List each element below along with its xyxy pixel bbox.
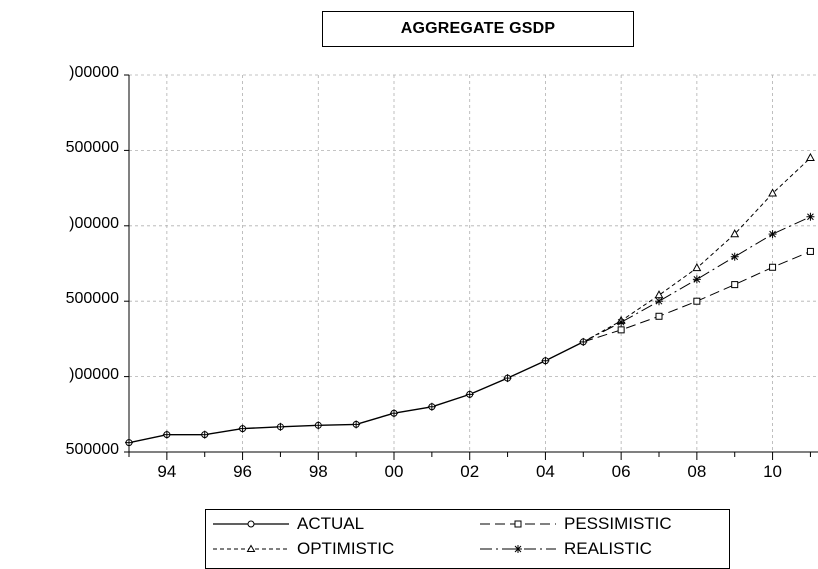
legend-swatch-actual [213,520,289,528]
y-tick-label: 500000 [65,290,119,308]
legend-swatch-pessimistic [480,520,556,528]
data-point-pessimistic [769,263,777,271]
chart-title: AGGREGATE GSDP [322,11,634,47]
data-point-realistic-stroke [693,275,701,283]
x-tick-label: 00 [384,462,404,481]
data-point-pessimistic [806,247,814,255]
x-tick-label: 08 [687,462,707,481]
x-tick-label: 10 [763,462,783,481]
legend-item-realistic: REALISTIC [478,538,652,560]
data-point-realistic-stroke [655,297,663,305]
x-tick-label: 02 [460,462,480,481]
legend-item-optimistic: OPTIMISTIC [211,538,394,560]
legend-item-actual: ACTUAL [211,513,364,535]
x-tick-label: 04 [535,462,555,481]
data-point-pessimistic [655,312,663,320]
data-point-realistic-stroke [617,318,625,326]
data-point-realistic [655,297,663,306]
legend-label-realistic: REALISTIC [564,539,652,558]
legend-label-pessimistic: PESSIMISTIC [564,514,672,533]
data-point-realistic [768,230,777,239]
data-point-optimistic [654,290,664,299]
data-point-optimistic [692,262,702,272]
x-tick-label: 94 [157,462,177,481]
y-tick-label: )00000 [69,214,119,232]
data-point-optimistic [730,229,740,238]
legend: ACTUAL PESSIMISTIC OPTIMISTIC REALISTIC [205,509,730,569]
data-point-pessimistic [731,281,739,289]
data-point-pessimistic [617,326,625,334]
legend-label-optimistic: OPTIMISTIC [297,539,395,558]
legend-item-pessimistic: PESSIMISTIC [478,513,672,535]
legend-label-actual: ACTUAL [297,514,365,533]
data-point-realistic-stroke [731,253,739,261]
data-point-realistic [692,275,701,284]
x-tick-label: 06 [611,462,631,481]
data-point-optimistic [768,188,778,197]
data-point-realistic [730,252,739,261]
data-point-realistic-stroke [807,213,814,221]
data-point-realistic [806,212,815,221]
y-tick-label: )00000 [69,64,119,81]
legend-swatch-optimistic [213,544,289,552]
data-point-realistic-stroke [769,230,776,238]
y-tick-label: 500000 [65,441,119,458]
data-point-optimistic [805,152,815,162]
data-point-pessimistic [693,297,701,305]
y-tick-label: )00000 [69,365,119,383]
y-tick-label: 500000 [65,139,119,157]
x-tick-label: 98 [308,462,328,481]
legend-swatch-realistic [480,545,556,553]
data-point-realistic [617,318,626,327]
x-tick-label: 96 [233,462,253,481]
